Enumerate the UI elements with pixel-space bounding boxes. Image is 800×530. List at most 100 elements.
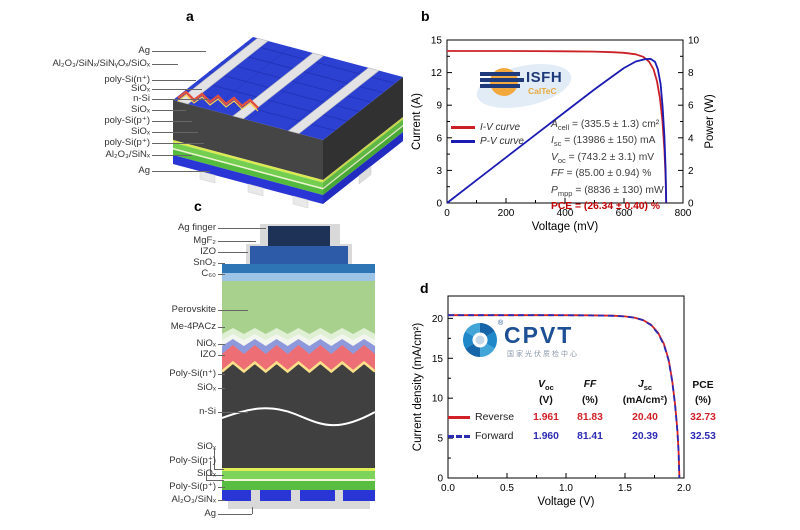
panel-b-letter: b	[421, 8, 430, 24]
panel-c-letter: c	[194, 198, 202, 214]
leader-line	[218, 263, 225, 264]
svg-text:6: 6	[436, 133, 442, 144]
layer-label: IZO	[200, 349, 216, 360]
panel-d-letter: d	[420, 280, 429, 296]
panel-a-letter: a	[186, 8, 194, 24]
leader-line	[210, 461, 211, 475]
isfh-caltec-logo: ISFH CalTeC	[472, 56, 576, 116]
svg-text:10: 10	[688, 36, 700, 47]
stat-line: Voc = (743.2 ± 3.1) mV	[551, 151, 655, 165]
leader-line	[152, 110, 186, 111]
leader-line	[218, 241, 256, 242]
svg-text:Current density (mA/cm²): Current density (mA/cm²)	[412, 323, 424, 452]
layer-label: SiOₓ	[197, 382, 216, 393]
forward-ff: 81.41	[577, 430, 603, 442]
svg-text:400: 400	[557, 208, 574, 219]
leader-line	[210, 475, 224, 476]
layer-label: Me-4PACz	[170, 321, 216, 332]
leader-line	[218, 327, 225, 328]
leader-line	[218, 310, 248, 311]
layer-label: Al₂O₃/SiNₓ	[105, 149, 150, 160]
leader-line	[218, 500, 225, 501]
stat-line: Pmpp = (8836 ± 130) mW	[551, 184, 664, 198]
col-unit-pce: (%)	[694, 394, 711, 406]
certified-measurements: Acell = (335.5 ± 1.3) cm² Isc = (13986 ±…	[551, 118, 664, 217]
cpvt-logo: ® CPVT 国家光伏质检中心	[460, 320, 590, 368]
svg-text:5: 5	[437, 434, 443, 445]
col-header-jsc: Jsc	[637, 378, 653, 393]
col-header-ff: FF	[583, 378, 597, 390]
layer-label: Ag	[138, 45, 150, 56]
legend-item-iv: I-V curve	[451, 120, 524, 134]
layer-label: Poly-Si(n⁺)	[169, 368, 216, 379]
layer-label: SiOₓ	[131, 126, 150, 137]
leader-line	[152, 80, 196, 81]
isfh-bar-icon	[480, 78, 524, 82]
leader-line	[218, 355, 225, 356]
leader-line	[218, 252, 248, 253]
leader-line	[218, 374, 225, 375]
isfh-logo-text: ISFH	[526, 69, 563, 86]
svg-text:1.0: 1.0	[559, 483, 573, 494]
forward-voc: 1.960	[533, 430, 559, 442]
legend-label: Forward	[475, 430, 514, 442]
jv-chart: 0.0 0.5 1.0 1.5 2.0 0 5 10 15 20 Voltage (V) Curren…	[412, 295, 691, 508]
svg-text:3: 3	[436, 166, 442, 177]
layer-label: SiOₓ	[197, 468, 216, 479]
col-unit-jsc: (mA/cm²)	[622, 394, 668, 406]
leader-line	[214, 469, 224, 470]
cpvt-pinwheel-icon	[463, 323, 497, 357]
svg-text:0: 0	[688, 199, 694, 210]
svg-text:15: 15	[431, 36, 443, 47]
stat-line: Acell = (335.5 ± 1.3) cm²	[551, 119, 660, 133]
layer-label: NiOₓ	[196, 338, 216, 349]
isfh-bar-icon	[480, 84, 520, 88]
stat-line: Isc = (13986 ± 150) mA	[551, 135, 656, 149]
layer-label: poly-Si(p⁺)	[104, 137, 150, 148]
layer-label: IZO	[200, 246, 216, 257]
leader-line	[152, 51, 206, 52]
panel-b-legend: I-V curve P-V curve	[451, 120, 524, 148]
svg-text:600: 600	[616, 208, 633, 219]
svg-text:2: 2	[688, 166, 694, 177]
layer-label: MgF₂	[193, 235, 216, 246]
col-header-pce: PCE	[692, 380, 714, 391]
solar-cell-3d-illustration	[173, 37, 403, 209]
registered-mark: ®	[498, 320, 504, 327]
legend-item-pv: P-V curve	[451, 134, 524, 148]
svg-text:0.5: 0.5	[500, 483, 514, 494]
leader-line	[218, 514, 252, 515]
leader-line	[206, 480, 224, 481]
svg-text:0: 0	[436, 199, 442, 210]
legend-label: I-V curve	[480, 121, 521, 133]
svg-text:Power (W): Power (W)	[704, 94, 716, 148]
layer-label: n-Si	[133, 93, 150, 104]
svg-text:9: 9	[436, 101, 442, 112]
isfh-bar-icon	[480, 72, 520, 76]
layer-label: SiOₓ	[131, 104, 150, 115]
layer-label: Ag finger	[177, 222, 216, 233]
leader-line	[252, 507, 253, 514]
svg-text:12: 12	[431, 68, 443, 79]
layer-label: Perovskite	[171, 304, 216, 315]
leader-line	[218, 228, 266, 229]
layer-label: n-Si	[199, 406, 216, 417]
svg-text:0.0: 0.0	[441, 483, 455, 494]
svg-text:2.0: 2.0	[677, 483, 691, 494]
stat-line: FF = (85.00 ± 0.94) %	[551, 168, 652, 180]
leader-line	[218, 388, 225, 389]
reverse-voc: 1.961	[533, 411, 559, 423]
layer-label: Al₂O₃/SiNₓ	[171, 494, 216, 505]
cpvt-logo-text: CPVT	[504, 322, 574, 348]
svg-text:20: 20	[432, 314, 444, 325]
col-header-voc: Voc	[538, 378, 554, 393]
svg-text:1.5: 1.5	[618, 483, 632, 494]
forward-pce: 32.53	[690, 430, 716, 442]
leader-line	[152, 143, 204, 144]
leader-line	[152, 64, 178, 65]
svg-text:6: 6	[688, 101, 694, 112]
svg-text:8: 8	[688, 68, 694, 79]
pce-stat-line: PCE = (26.34 ± 0.40) %	[551, 201, 660, 213]
